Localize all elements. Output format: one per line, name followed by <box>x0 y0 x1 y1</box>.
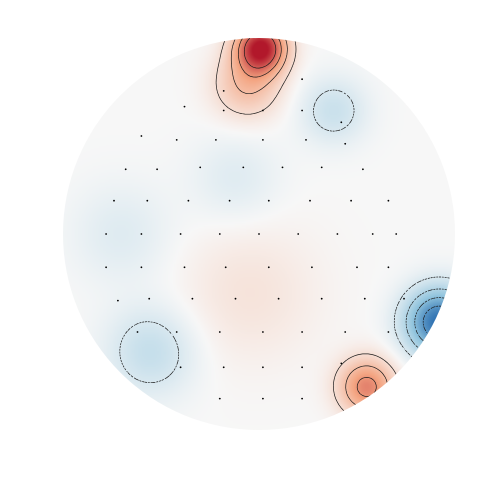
sensor-point <box>268 200 270 202</box>
sensor-point <box>219 331 221 333</box>
sensor-point <box>113 200 115 202</box>
sensor-point <box>278 298 280 300</box>
sensor-point <box>309 200 311 202</box>
sensor-point <box>388 331 390 333</box>
sensor-point <box>199 167 201 169</box>
sensor-point <box>258 233 260 235</box>
sensor-point <box>156 168 158 170</box>
sensor-point <box>180 233 182 235</box>
sensor-point <box>301 78 303 80</box>
sensor-point <box>223 110 225 112</box>
sensor-point <box>176 331 178 333</box>
sensor-point <box>105 233 107 235</box>
sensor-point <box>262 331 264 333</box>
sensor-point <box>362 168 364 170</box>
sensor-point <box>301 366 303 368</box>
sensor-point <box>105 266 107 268</box>
sensor-point <box>184 106 186 108</box>
sensor-point <box>350 200 352 202</box>
sensor-point <box>176 139 178 141</box>
sensor-point <box>340 121 342 123</box>
sensor-point <box>229 200 231 202</box>
sensor-point <box>321 298 323 300</box>
sensor-point <box>184 266 186 268</box>
sensor-point <box>219 398 221 400</box>
sensor-point <box>372 233 374 235</box>
sensor-point <box>301 398 303 400</box>
sensor-point <box>337 233 339 235</box>
sensor-point <box>235 298 237 300</box>
sensor-point <box>141 233 143 235</box>
sensor-point <box>137 331 139 333</box>
sensor-point <box>305 139 307 141</box>
sensor-point <box>125 168 127 170</box>
sensor-point <box>188 200 190 202</box>
sensor-point <box>242 167 244 169</box>
sensor-point <box>117 300 119 302</box>
sensor-point <box>344 143 346 145</box>
sensor-point <box>268 266 270 268</box>
sensor-point <box>225 266 227 268</box>
sensor-point <box>311 266 313 268</box>
sensor-point <box>356 266 358 268</box>
sensor-point <box>395 233 397 235</box>
sensor-point <box>403 298 405 300</box>
sensor-point <box>262 139 264 141</box>
sensor-point <box>344 331 346 333</box>
sensor-point <box>297 233 299 235</box>
sensor-point <box>282 167 284 169</box>
sensor-point <box>262 366 264 368</box>
sensor-point <box>301 110 303 112</box>
sensor-point <box>223 366 225 368</box>
sensor-point <box>192 298 194 300</box>
sensor-point <box>148 298 150 300</box>
sensor-point <box>388 266 390 268</box>
sensor-point <box>146 200 148 202</box>
sensor-point <box>215 139 217 141</box>
sensor-point <box>180 366 182 368</box>
sensor-point <box>388 200 390 202</box>
sensor-point <box>262 110 264 112</box>
sensor-point <box>141 135 143 137</box>
sensor-point <box>223 90 225 92</box>
sensor-point <box>340 363 342 365</box>
sensor-point <box>301 331 303 333</box>
sensor-point <box>262 398 264 400</box>
sensor-point <box>141 266 143 268</box>
sensor-point <box>321 167 323 169</box>
sensor-point <box>219 233 221 235</box>
sensor-point <box>364 298 366 300</box>
